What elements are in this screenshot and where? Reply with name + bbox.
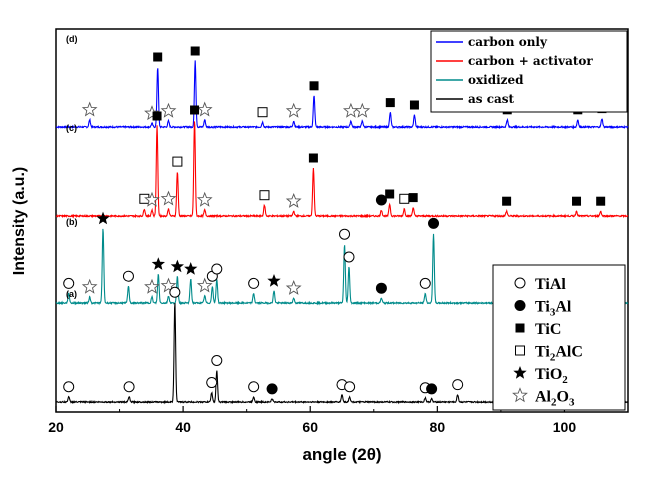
peak-marker-oxidized-16 bbox=[343, 251, 355, 263]
peak-marker-carbon_only-2 bbox=[153, 52, 163, 62]
peak-marker-carbon_only-1 bbox=[144, 105, 160, 121]
y-axis-label: Intensity (a.u.) bbox=[11, 167, 28, 275]
peak-marker-oxidized-4 bbox=[144, 278, 160, 294]
series-line-carbon_activator bbox=[55, 121, 629, 219]
peak-marker-oxidized-12 bbox=[248, 277, 260, 289]
peak-marker-oxidized-13 bbox=[267, 274, 281, 287]
peak-marker-carbon_only-11 bbox=[385, 98, 395, 108]
peak-marker-carbon_activator-10 bbox=[375, 194, 387, 206]
peak-marker-oxidized-14 bbox=[285, 279, 302, 295]
peak-marker-oxidized-0 bbox=[63, 277, 75, 289]
series-line-carbon_only bbox=[55, 60, 629, 130]
peak-marker-oxidized-6 bbox=[160, 277, 177, 293]
panel-label-carbon_activator: (c) bbox=[66, 123, 77, 133]
peak-marker-carbon_activator-6 bbox=[196, 191, 213, 207]
peak-marker-as_cast-0 bbox=[63, 381, 75, 393]
peak-marker-oxidized-5 bbox=[151, 257, 165, 270]
legend-label-oxidized: oxidized bbox=[468, 73, 524, 87]
peak-marker-as_cast-1 bbox=[123, 381, 135, 393]
peak-marker-as_cast-2 bbox=[169, 286, 181, 298]
marker-legend-label-al2o3: Al2O3 bbox=[535, 389, 575, 409]
legend-box bbox=[430, 30, 628, 113]
peak-marker-carbon_activator-1 bbox=[144, 191, 160, 207]
peak-marker-carbon_only-12 bbox=[409, 100, 419, 110]
peak-marker-as_cast-4 bbox=[211, 355, 223, 366]
peak-marker-carbon_activator-2 bbox=[152, 111, 162, 121]
legend-symbol-ti2alc bbox=[515, 345, 525, 356]
x-axis: 20 40 60 80 100 bbox=[48, 406, 576, 435]
marker-legend-label-ti2alc: Ti2AlC bbox=[535, 344, 583, 364]
peak-marker-oxidized-3 bbox=[122, 270, 134, 282]
plot-area bbox=[55, 28, 629, 413]
legend-symbol-tic bbox=[515, 323, 525, 333]
peak-marker-carbon_only-7 bbox=[285, 102, 302, 118]
legend-label-carbon_only: carbon only bbox=[468, 35, 548, 49]
peak-marker-carbon_activator-4 bbox=[172, 156, 183, 167]
peak-marker-oxidized-7 bbox=[170, 259, 184, 273]
peak-marker-carbon_only-3 bbox=[160, 102, 177, 118]
peak-marker-oxidized-9 bbox=[196, 277, 213, 293]
peak-marker-carbon_only-0 bbox=[81, 101, 98, 117]
peak-marker-carbon_activator-3 bbox=[160, 190, 177, 206]
panel-label-as_cast: (a) bbox=[66, 289, 77, 299]
peak-marker-carbon_only-4 bbox=[190, 46, 200, 56]
peak-marker-oxidized-11 bbox=[211, 263, 223, 275]
peak-marker-carbon_only-5 bbox=[196, 101, 213, 117]
peak-marker-carbon_activator-9 bbox=[308, 153, 318, 163]
peak-marker-carbon_activator-5 bbox=[190, 105, 200, 115]
peak-marker-carbon_activator-14 bbox=[502, 196, 512, 206]
peak-marker-as_cast-10 bbox=[426, 383, 438, 395]
peak-marker-carbon_activator-7 bbox=[259, 190, 270, 201]
peak-marker-oxidized-17 bbox=[375, 282, 387, 294]
plot-frame bbox=[55, 28, 629, 413]
legend-label-carbon_activator: carbon + activator bbox=[468, 54, 593, 68]
panel-label-oxidized: (b) bbox=[66, 217, 78, 227]
legend: carbon only carbon + activator oxidized as … bbox=[430, 30, 628, 113]
peak-marker-carbon_activator-12 bbox=[399, 193, 410, 204]
peak-marker-oxidized-19 bbox=[428, 217, 440, 229]
panel-label-carbon_only: (d) bbox=[66, 34, 78, 44]
x-tick-label-80: 80 bbox=[430, 419, 446, 435]
peak-marker-carbon_only-10 bbox=[354, 102, 371, 118]
peak-marker-oxidized-2 bbox=[96, 211, 110, 225]
x-tick-label-60: 60 bbox=[302, 419, 318, 435]
legend-symbol-tio2 bbox=[513, 366, 527, 379]
peak-marker-carbon_only-8 bbox=[309, 81, 319, 91]
peak-marker-carbon_activator-8 bbox=[285, 192, 302, 208]
peak-marker-as_cast-5 bbox=[248, 381, 260, 393]
x-axis-label: angle (2θ) bbox=[302, 445, 381, 464]
x-tick-label-20: 20 bbox=[48, 419, 64, 435]
legend-symbol-tial bbox=[514, 277, 526, 289]
marker-legend-label-tial: TiAl bbox=[535, 276, 566, 293]
peak-marker-oxidized-8 bbox=[184, 262, 198, 275]
marker-legend-label-tic: TiC bbox=[535, 321, 561, 338]
marker-legend-box bbox=[492, 264, 626, 411]
marker-legend-label-tio2: TiO2 bbox=[535, 366, 568, 386]
peak-marker-carbon_activator-16 bbox=[596, 196, 606, 206]
peak-marker-carbon_activator-13 bbox=[408, 193, 418, 203]
peak-marker-carbon_activator-11 bbox=[385, 189, 395, 199]
peak-marker-oxidized-1 bbox=[81, 278, 98, 294]
legend-label-as_cast: as cast bbox=[468, 92, 515, 106]
peak-marker-carbon_activator-15 bbox=[572, 196, 582, 206]
peak-marker-oxidized-18 bbox=[419, 277, 431, 289]
peak-marker-as_cast-6 bbox=[266, 383, 278, 395]
peak-marker-as_cast-8 bbox=[344, 381, 356, 393]
peak-marker-as_cast-3 bbox=[206, 377, 218, 389]
legend-symbol-al2o3 bbox=[512, 387, 528, 403]
panel-labels: (d) (c) (b) (a) bbox=[66, 34, 78, 299]
x-tick-label-40: 40 bbox=[175, 419, 191, 435]
peak-marker-as_cast-11 bbox=[452, 379, 464, 391]
marker-legend-label-ti3al: Ti3Al bbox=[535, 299, 572, 319]
peak-marker-oxidized-15 bbox=[339, 228, 351, 240]
x-tick-label-100: 100 bbox=[553, 419, 577, 435]
peak-marker-carbon_only-6 bbox=[257, 107, 268, 118]
peak-marker-carbon_only-9 bbox=[342, 102, 359, 118]
legend-symbol-ti3al bbox=[514, 300, 526, 311]
phase-markers bbox=[63, 46, 607, 395]
